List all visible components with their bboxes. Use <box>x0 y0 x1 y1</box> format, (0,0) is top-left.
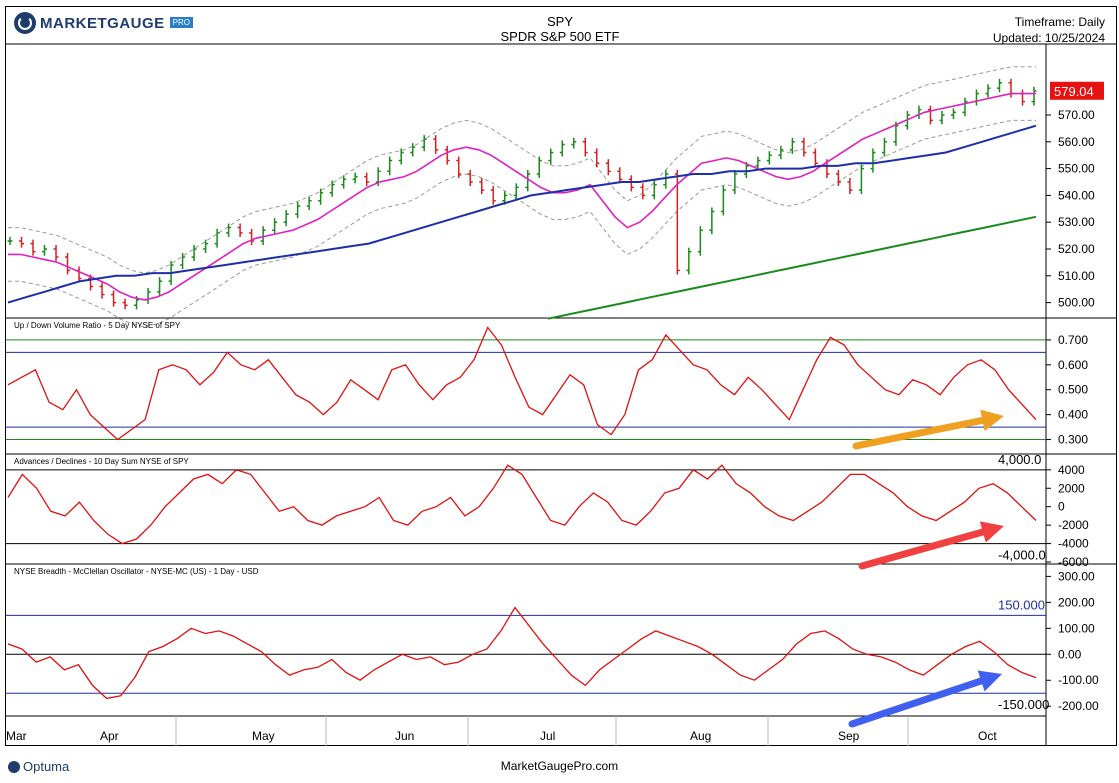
timeframe-label: Timeframe: Daily <box>1014 15 1105 29</box>
reference-label: -150.000 <box>998 697 1049 712</box>
month-label: Oct <box>978 729 997 743</box>
indicator-tick-label: 0.600 <box>1058 358 1088 372</box>
indicator-tick-label: -200.00 <box>1058 699 1099 713</box>
marketgauge-icon <box>14 12 36 34</box>
indicator-tick-label: 2000 <box>1058 481 1085 495</box>
indicator-tick-label: 300.00 <box>1058 569 1095 583</box>
annotation-arrow-3-head <box>977 670 1002 692</box>
indicator-tick-label: 0.300 <box>1058 433 1088 447</box>
ma-mid-line <box>7 124 1037 304</box>
reference-label: -4,000.0 <box>998 548 1046 563</box>
chart-title-block: SPY SPDR S&P 500 ETF <box>430 14 690 44</box>
indicator-tick-label: -100.00 <box>1058 673 1099 687</box>
indicator-tick-label: 200.00 <box>1058 595 1095 609</box>
month-label: Jun <box>395 729 414 743</box>
optuma-logo: Optuma <box>8 759 69 774</box>
indicator-tick-label: 0.500 <box>1058 383 1088 397</box>
annotation-arrow-1-head <box>980 409 1004 432</box>
indicator-title: NYSE Breadth - McClellan Oscillator - NY… <box>14 567 259 576</box>
indicator-tick-label: 0.700 <box>1058 333 1088 347</box>
optuma-label: Optuma <box>23 759 70 774</box>
last-price-label: 579.04 <box>1054 84 1094 99</box>
price-tick-label: 530.00 <box>1058 215 1095 229</box>
optuma-icon <box>8 760 20 773</box>
brand-logo: MARKETGAUGE PRO <box>14 12 194 34</box>
indicator-line <box>7 606 1037 700</box>
ma-slow-line <box>547 215 1037 320</box>
month-label: Aug <box>690 729 711 743</box>
footer: Optuma MarketGaugePro.com <box>0 755 1119 779</box>
indicator-tick-label: 0 <box>1058 500 1065 514</box>
annotation-arrow-2 <box>858 528 987 570</box>
price-tick-label: 520.00 <box>1058 242 1095 256</box>
last-price-badge <box>1050 81 1104 100</box>
lower-band-line <box>8 119 1036 328</box>
price-tick-label: 560.00 <box>1058 135 1095 149</box>
chart-symbol: SPY <box>546 14 573 29</box>
price-tick-label: 510.00 <box>1058 269 1095 283</box>
chart-frame <box>5 6 1117 746</box>
month-label: Apr <box>100 729 119 743</box>
price-tick-label: 550.00 <box>1058 162 1095 176</box>
indicator-tick-label: 4000 <box>1058 463 1085 477</box>
annotation-arrow-2-head <box>979 521 1004 543</box>
indicator-line <box>7 326 1037 441</box>
month-label: May <box>252 729 275 743</box>
indicator-tick-label: -6000 <box>1058 555 1089 569</box>
indicator-tick-label: 100.00 <box>1058 621 1095 635</box>
site-link[interactable]: MarketGaugePro.com <box>500 759 619 773</box>
month-label: Mar <box>6 729 27 743</box>
price-tick-label: 500.00 <box>1058 296 1095 310</box>
indicator-tick-label: 0.00 <box>1058 647 1082 661</box>
month-label: Jul <box>540 729 555 743</box>
annotation-arrow-3 <box>848 677 985 728</box>
reference-label: 4,000.0 <box>998 452 1041 467</box>
chart-name: SPDR S&P 500 ETF <box>500 29 620 44</box>
brand-badge: PRO <box>169 16 194 28</box>
indicator-tick-label: -2000 <box>1058 518 1089 532</box>
updated-label: Updated: 10/25/2024 <box>992 31 1105 45</box>
indicator-line <box>7 464 1037 545</box>
chart-meta: Timeframe: Daily Updated: 10/25/2024 <box>993 14 1105 46</box>
indicator-tick-label: 0.400 <box>1058 408 1088 422</box>
brand-name: MARKETGAUGE <box>40 14 165 32</box>
ma-fast-line <box>8 92 1036 301</box>
price-tick-label: 540.00 <box>1058 188 1095 202</box>
month-label: Sep <box>838 729 860 743</box>
indicator-title: Up / Down Volume Ratio - 5 Day NYSE of S… <box>14 321 181 330</box>
indicator-tick-label: -4000 <box>1058 537 1089 551</box>
indicator-title: Advances / Declines - 10 Day Sum NYSE of… <box>14 457 189 466</box>
upper-band-line <box>8 66 1036 274</box>
reference-label: 150.000 <box>998 597 1045 612</box>
price-tick-label: 570.00 <box>1058 108 1095 122</box>
annotation-arrow-1 <box>852 416 986 450</box>
